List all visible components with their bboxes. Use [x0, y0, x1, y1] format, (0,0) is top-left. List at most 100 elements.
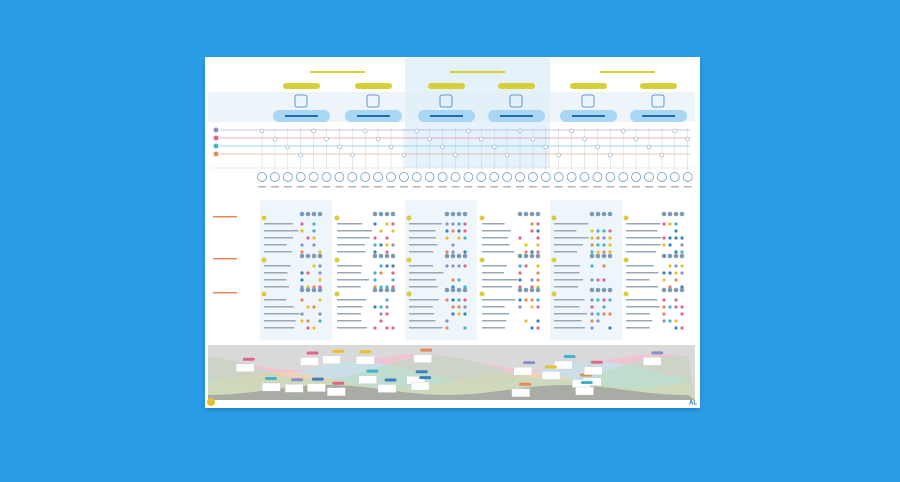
rating-dot	[536, 319, 540, 323]
callout	[413, 354, 432, 363]
item-text	[409, 313, 435, 315]
channel-icon	[411, 172, 422, 182]
rating-dot	[608, 236, 612, 240]
rating-dot	[680, 312, 684, 316]
persona-icon	[299, 211, 305, 217]
touchpoint	[401, 152, 407, 158]
item-text	[337, 286, 361, 288]
item-text	[626, 230, 658, 232]
rating-dot	[300, 278, 304, 282]
cloud-label	[357, 115, 390, 117]
rating-dot	[300, 298, 304, 302]
item-text	[264, 230, 299, 232]
rating-dot	[457, 298, 461, 302]
persona-icon	[450, 253, 456, 259]
rating-dot	[312, 326, 316, 330]
rating-dot	[373, 236, 377, 240]
rating-dot	[451, 243, 455, 247]
rating-dot	[445, 298, 449, 302]
item-text	[264, 244, 287, 246]
item-text	[482, 265, 508, 267]
rating-dot	[530, 250, 534, 254]
rating-dot	[385, 285, 389, 289]
channel-icon	[282, 172, 293, 182]
persona-icon	[679, 253, 685, 259]
tag	[332, 381, 345, 385]
rating-dot	[518, 298, 522, 302]
rating-dot	[457, 305, 461, 309]
touchpoint	[285, 144, 291, 150]
rating-dot	[306, 305, 310, 309]
persona-icon	[372, 287, 378, 293]
rating-dot	[445, 229, 449, 233]
stage-pill	[498, 83, 535, 89]
item-text	[264, 251, 292, 253]
lane-icon	[213, 135, 219, 141]
header-line	[450, 71, 505, 73]
section-num	[479, 291, 485, 297]
persona-icon	[378, 211, 384, 217]
persona-icon	[601, 211, 607, 217]
item-text	[409, 251, 434, 253]
rating-dot	[300, 222, 304, 226]
channel-icon	[553, 172, 564, 182]
item-text	[264, 223, 293, 225]
rating-dot	[385, 250, 389, 254]
rating-dot	[463, 285, 467, 289]
rating-dot	[530, 298, 534, 302]
tag	[332, 349, 345, 353]
section-num	[551, 257, 557, 263]
item-text	[337, 251, 366, 253]
column-shade	[260, 200, 332, 340]
rating-dot	[668, 271, 672, 275]
callout	[262, 382, 281, 392]
item-text	[409, 272, 444, 274]
tag	[419, 376, 432, 380]
persona-icon	[601, 287, 607, 293]
touchpoint	[530, 136, 536, 142]
item-text	[409, 237, 437, 239]
touchpoint	[375, 136, 381, 142]
rating-dot	[318, 250, 322, 254]
channel-icon	[489, 172, 500, 182]
item-text	[409, 286, 438, 288]
rating-dot	[602, 278, 606, 282]
persona-icon	[450, 287, 456, 293]
touchpoint	[259, 128, 265, 134]
rating-dot	[524, 298, 528, 302]
rating-dot	[312, 264, 316, 268]
touchpoint	[491, 144, 497, 150]
rating-dot	[596, 319, 600, 323]
row-label	[213, 258, 237, 260]
item-text	[482, 237, 509, 239]
rating-dot	[451, 285, 455, 289]
rating-dot	[524, 319, 528, 323]
rating-dot	[674, 319, 678, 323]
touchpoint	[595, 144, 600, 150]
section-num	[334, 215, 340, 221]
rating-dot	[680, 305, 684, 309]
item-text	[337, 306, 363, 308]
rating-dot	[518, 285, 522, 289]
rating-dot	[680, 264, 684, 268]
header-line	[600, 71, 655, 73]
item-text	[482, 306, 505, 308]
rating-dot	[596, 243, 600, 247]
item-text	[626, 327, 650, 329]
item-text	[626, 286, 659, 288]
persona-icon	[317, 287, 323, 293]
persona-icon	[462, 287, 468, 293]
item-text	[337, 272, 362, 274]
rating-dot	[457, 264, 461, 268]
callout	[356, 356, 375, 365]
channel-icon	[540, 172, 551, 182]
tag	[420, 348, 433, 352]
rating-dot	[662, 271, 666, 275]
item-text	[626, 279, 650, 281]
touchpoint	[324, 136, 329, 142]
touchpoint	[350, 152, 355, 158]
rating-dot	[596, 278, 600, 282]
tag	[523, 361, 536, 365]
rating-dot	[524, 250, 528, 254]
